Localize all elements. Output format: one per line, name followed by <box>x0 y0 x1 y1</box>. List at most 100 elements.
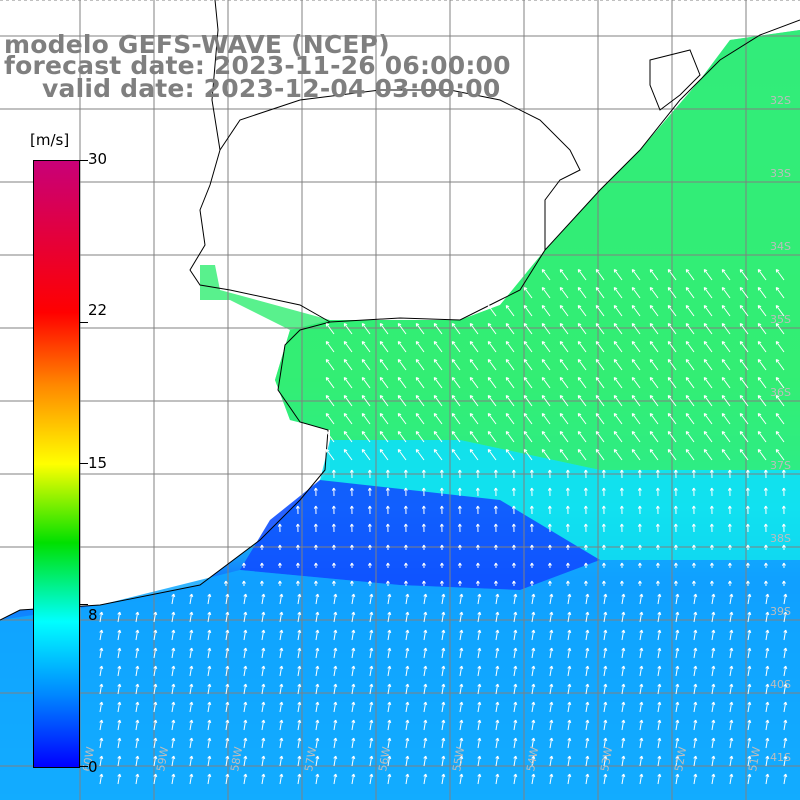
wind-arrow <box>559 413 569 425</box>
wind-arrow <box>171 594 175 605</box>
wind-arrow-head <box>639 593 643 597</box>
wind-arrow <box>477 612 481 623</box>
wind-arrow <box>243 738 247 749</box>
wind-arrow-head <box>675 737 679 741</box>
wind-arrow-head <box>387 593 391 597</box>
wind-arrow <box>459 774 463 785</box>
wind-arrow <box>667 359 677 371</box>
wind-arrow <box>765 612 769 623</box>
forecast-date: forecast date: 2023-11-26 06:00:00 <box>4 51 511 80</box>
wind-arrow <box>523 413 533 425</box>
wind-arrow <box>441 630 445 641</box>
wind-arrow-head <box>657 647 661 651</box>
wind-arrow <box>729 594 733 605</box>
wind-arrow-head <box>333 719 337 723</box>
wind-arrow-head <box>619 487 623 491</box>
wind-arrow-head <box>675 683 679 687</box>
wind-arrow-head <box>315 719 319 723</box>
colorbar-label-0: 0 <box>88 758 98 776</box>
wind-arrow-head <box>385 562 389 566</box>
wind-arrow-head <box>439 487 443 491</box>
wind-arrow <box>549 612 553 623</box>
wind-arrow-head <box>423 629 427 633</box>
wind-arrow-head <box>547 580 551 584</box>
wind-arrow <box>315 702 319 713</box>
wind-arrow <box>343 377 353 389</box>
wind-arrow-head <box>367 580 371 584</box>
wind-arrow-head <box>387 665 391 669</box>
wind-arrow-head <box>261 719 265 723</box>
lat-label: 34S <box>770 240 791 253</box>
wind-arrow <box>333 648 337 659</box>
wind-arrow-head <box>421 562 425 566</box>
wind-arrow-head <box>331 562 335 566</box>
wind-arrow <box>639 774 643 785</box>
wind-arrow-head <box>439 562 443 566</box>
wind-arrow <box>721 449 731 461</box>
wind-arrow-head <box>601 505 605 509</box>
wind-arrow-head <box>171 683 175 687</box>
wind-arrow <box>369 684 373 695</box>
wind-arrow-head <box>549 701 553 705</box>
coastline <box>0 19 800 621</box>
wind-arrow <box>585 630 589 641</box>
wind-arrow-head <box>459 611 463 615</box>
wind-arrow-head <box>135 611 139 615</box>
wind-arrow-head <box>603 611 607 615</box>
wind-arrow-head <box>603 701 607 705</box>
wind-arrow <box>729 684 733 695</box>
wind-arrow-head <box>585 629 589 633</box>
wind-arrow-head <box>225 719 229 723</box>
wind-arrow <box>469 431 479 443</box>
wind-arrow <box>721 287 731 299</box>
wind-arrow-head <box>727 487 731 491</box>
wind-arrow-head <box>387 611 391 615</box>
wind-arrow <box>451 377 461 389</box>
wind-arrow-head <box>763 523 767 527</box>
wind-arrow <box>441 666 445 677</box>
wind-arrow-head <box>495 629 499 633</box>
wind-arrow <box>531 594 535 605</box>
wind-arrow-head <box>747 593 751 597</box>
wind-arrow-head <box>259 544 263 548</box>
wind-arrow-head <box>295 523 299 527</box>
wind-arrow-head <box>135 773 139 777</box>
wind-arrow-head <box>153 629 157 633</box>
wind-arrow <box>621 702 625 713</box>
wind-arrow <box>351 612 355 623</box>
wind-arrow-head <box>549 737 553 741</box>
wind-arrow-head <box>493 523 497 527</box>
wind-arrow-head <box>565 487 569 491</box>
colorbar <box>33 160 80 768</box>
wind-arrow-head <box>495 593 499 597</box>
wind-arrow-head <box>243 665 247 669</box>
wind-arrow-head <box>727 505 731 509</box>
wind-arrow <box>747 666 751 677</box>
model-title: modelo GEFS-WAVE (NCEP) <box>4 30 390 59</box>
wind-arrow <box>387 720 391 731</box>
wind-arrow <box>387 774 391 785</box>
colorbar-tick <box>80 463 88 464</box>
wind-arrow <box>577 305 587 317</box>
wind-arrow-head <box>763 505 767 509</box>
wind-arrow-head <box>745 580 749 584</box>
wind-arrow <box>567 684 571 695</box>
wind-arrow-head <box>405 701 409 705</box>
wind-arrow-head <box>673 523 677 527</box>
wind-arrow-head <box>457 505 461 509</box>
wind-arrow <box>423 684 427 695</box>
wind-arrow <box>135 648 139 659</box>
wind-arrow <box>279 774 283 785</box>
wind-arrow <box>297 666 301 677</box>
wind-arrow <box>351 774 355 785</box>
wind-arrow-head <box>423 683 427 687</box>
wind-arrow <box>739 395 749 407</box>
wind-arrow-head <box>477 665 481 669</box>
wind-arrow-head <box>457 544 461 548</box>
wind-arrow-head <box>405 611 409 615</box>
wind-arrow-head <box>279 701 283 705</box>
wind-arrow <box>351 738 355 749</box>
wind-arrow-head <box>367 523 371 527</box>
wind-arrow <box>477 774 481 785</box>
wind-arrow-head <box>657 737 661 741</box>
